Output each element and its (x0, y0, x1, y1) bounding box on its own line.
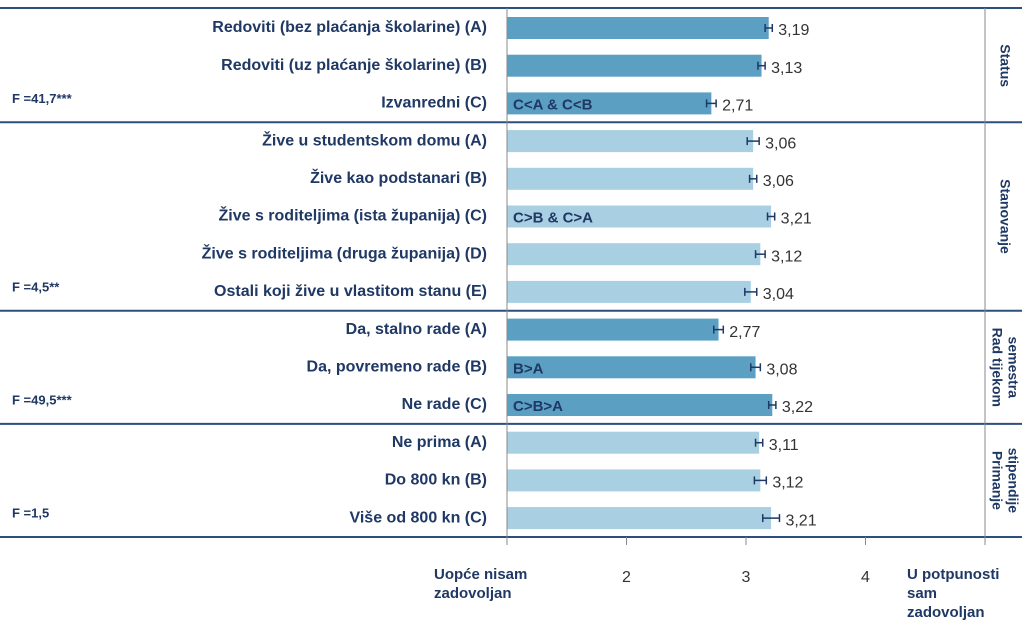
bar (507, 356, 756, 379)
category-label: Izvanredni (C) (381, 95, 487, 112)
category-label: Žive s roditeljima (ista županija) (C) (219, 206, 488, 225)
value-label: 2,71 (722, 98, 753, 115)
category-label: Redoviti (uz plaćanje školarine) (B) (221, 57, 487, 74)
bar (507, 205, 772, 228)
value-label: 3,13 (771, 60, 802, 77)
bar (507, 394, 773, 416)
bar (507, 167, 754, 190)
category-label: Žive s roditeljima (druga županija) (D) (202, 243, 487, 262)
x-tick-label: Uopće nisam (434, 566, 527, 583)
group-label: Stanovanje (997, 179, 1013, 254)
annotation: C>B>A (513, 398, 563, 415)
x-tick-label: zadovoljan (907, 604, 985, 621)
category-label: Žive kao podstanari (B) (310, 168, 487, 187)
value-label: 3,12 (771, 248, 802, 265)
x-tick-label: 3 (742, 569, 751, 586)
value-label: 2,77 (729, 324, 760, 341)
x-tick-label: 4 (861, 569, 870, 586)
group-label: Primanje (989, 451, 1005, 510)
group-label: semestra (1005, 337, 1021, 399)
stat-label: F =1,5 (12, 506, 49, 521)
category-label: Do 800 kn (B) (385, 472, 487, 489)
bar (507, 507, 772, 530)
category-label: Ne prima (A) (392, 434, 487, 451)
category-label: Ne rade (C) (402, 396, 487, 413)
value-label: 3,04 (763, 286, 794, 303)
value-label: 3,08 (766, 362, 797, 379)
bar (507, 130, 754, 153)
value-label: 3,11 (769, 437, 799, 454)
bar (507, 17, 769, 39)
annotation: C>B & C>A (513, 209, 593, 226)
category-label: Žive u studentskom domu (A) (262, 130, 487, 149)
group-label: Rad tijekom (989, 328, 1005, 407)
bar (507, 243, 761, 266)
stat-label: F =4,5** (12, 279, 60, 294)
category-label: Redoviti (bez plaćanja školarine) (A) (212, 19, 487, 36)
x-tick-label: U potpunosti (907, 566, 999, 583)
group-label: stipendije (1005, 448, 1021, 514)
value-label: 3,06 (763, 173, 794, 190)
value-label: 3,19 (778, 22, 809, 39)
value-label: 3,22 (782, 399, 813, 416)
category-label: Da, povremeno rade (B) (307, 359, 487, 376)
bar (507, 318, 719, 341)
category-label: Da, stalno rade (A) (346, 321, 487, 338)
stat-label: F =41,7*** (12, 91, 73, 106)
value-label: 3,12 (772, 475, 803, 492)
category-label: Ostali koji žive u vlastitom stanu (E) (214, 283, 487, 300)
group-label: Status (997, 44, 1013, 87)
x-tick-label: sam (907, 585, 937, 602)
bar (507, 431, 760, 454)
value-label: 3,21 (781, 211, 812, 228)
bar (507, 469, 761, 492)
bar (507, 92, 712, 115)
x-tick-label: zadovoljan (434, 585, 512, 602)
annotation: B>A (513, 360, 544, 377)
category-label: Više od 800 kn (C) (349, 509, 487, 526)
value-label: 3,06 (765, 135, 796, 152)
bar (507, 280, 751, 303)
stat-label: F =49,5*** (12, 392, 73, 407)
annotation: C<A & C<B (513, 96, 593, 113)
bar (507, 54, 762, 77)
x-tick-label: 2 (622, 569, 631, 586)
value-label: 3,21 (785, 512, 816, 529)
